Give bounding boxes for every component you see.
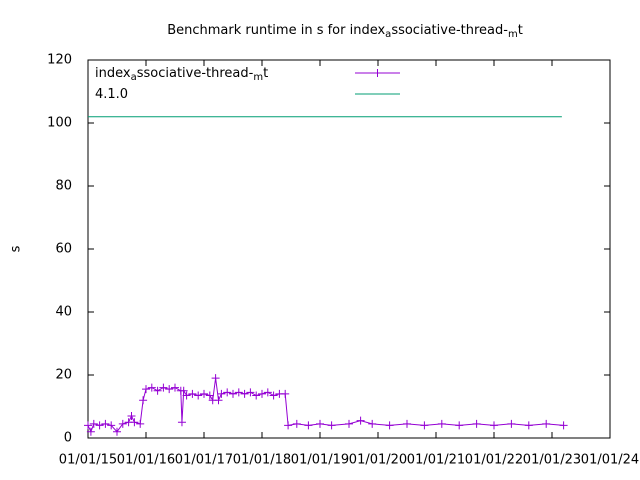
point-marker [437, 419, 446, 428]
point-marker [217, 389, 226, 398]
chart-title: Benchmark runtime in s for indexassociat… [167, 23, 523, 40]
point-marker [188, 389, 197, 398]
subscript: m [253, 72, 263, 83]
y-tick-label: 20 [55, 368, 72, 383]
y-tick-label: 100 [47, 116, 72, 131]
x-tick-label: 01/01/16 [117, 453, 175, 468]
legend-label: indexassociative-thread-mt [95, 66, 268, 83]
y-tick-label: 120 [47, 53, 72, 68]
point-marker [246, 388, 255, 397]
point-marker [258, 389, 266, 398]
point-marker [263, 388, 272, 397]
x-tick-label: 01/01/17 [175, 453, 233, 468]
point-marker [107, 421, 116, 430]
point-marker [316, 419, 324, 428]
x-tick-label: 01/01/20 [349, 453, 407, 468]
point-marker [118, 419, 127, 428]
text-part: t [263, 66, 268, 81]
subscript: m [508, 29, 518, 40]
point-marker [159, 383, 168, 392]
text-part: Benchmark runtime in s for index [167, 23, 385, 38]
y-tick-label: 0 [64, 431, 72, 446]
point-marker [179, 386, 188, 395]
point-marker [304, 421, 313, 430]
x-tick-label: 01/01/21 [407, 453, 465, 468]
point-marker [147, 383, 156, 392]
point-marker [171, 383, 179, 392]
text-part: t [518, 23, 523, 38]
point-marker [281, 389, 290, 398]
y-tick-label: 40 [55, 305, 72, 320]
point-marker [403, 419, 411, 428]
point-marker [127, 411, 136, 420]
point-marker [165, 385, 174, 394]
x-tick-label: 01/01/23 [523, 453, 581, 468]
point-marker [101, 419, 110, 428]
point-marker [86, 427, 95, 436]
point-marker [490, 421, 498, 430]
point-marker [194, 391, 203, 400]
point-marker [234, 388, 243, 397]
point-marker [177, 418, 186, 427]
point-marker [542, 419, 551, 428]
subscript: a [131, 72, 137, 83]
x-tick-label: 01/01/22 [465, 453, 523, 468]
point-marker [385, 421, 394, 430]
point-marker [356, 416, 365, 425]
point-marker [284, 421, 293, 430]
point-marker [113, 427, 121, 436]
point-marker [327, 421, 336, 430]
point-marker [223, 388, 232, 397]
point-marker [142, 385, 150, 394]
text-part: index [95, 66, 131, 81]
point-marker [229, 389, 237, 398]
point-marker [182, 391, 191, 400]
point-marker [269, 391, 278, 400]
series-line [87, 378, 564, 434]
y-tick-label: 80 [55, 179, 72, 194]
point-marker [153, 386, 162, 395]
point-marker [472, 419, 481, 428]
point-marker [252, 391, 261, 400]
point-marker [136, 419, 145, 428]
point-marker [368, 419, 377, 428]
text-part: 4.1.0 [95, 87, 128, 102]
point-marker [211, 374, 220, 383]
legend-label: 4.1.0 [95, 87, 128, 102]
point-marker [214, 396, 223, 405]
y-axis-label: s [9, 245, 24, 252]
point-marker [130, 418, 139, 427]
point-marker [524, 421, 533, 430]
point-marker [84, 421, 92, 430]
point-marker [507, 419, 516, 428]
x-tick-label: 01/01/19 [291, 453, 349, 468]
x-tick-label: 01/01/15 [59, 453, 117, 468]
point-marker [559, 421, 568, 430]
point-marker [89, 419, 98, 428]
point-marker [205, 391, 214, 400]
text-part: ssociative-thread- [137, 66, 254, 81]
text-part: ssociative-thread- [391, 23, 508, 38]
point-marker [455, 421, 464, 430]
y-tick-label: 60 [55, 242, 72, 257]
subscript: a [385, 29, 391, 40]
point-marker [420, 421, 429, 430]
point-marker [292, 419, 301, 428]
point-marker [200, 389, 208, 398]
point-marker [139, 396, 148, 405]
x-tick-label: 01/01/18 [233, 453, 291, 468]
legend-marker [373, 69, 382, 77]
point-marker [95, 421, 104, 430]
x-tick-label: 01/01/24 [581, 453, 639, 468]
point-marker [345, 419, 353, 428]
point-marker [240, 389, 249, 398]
